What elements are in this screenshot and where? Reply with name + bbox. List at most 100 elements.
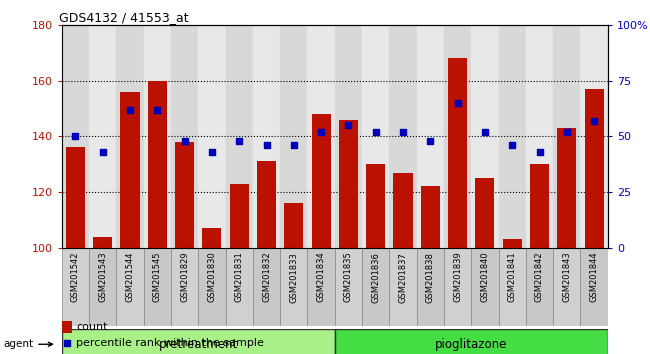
Bar <box>366 164 385 248</box>
Bar <box>557 128 577 248</box>
Point <box>152 107 162 112</box>
Text: GSM201833: GSM201833 <box>289 252 298 303</box>
Text: GSM201839: GSM201839 <box>453 252 462 302</box>
Text: GDS4132 / 41553_at: GDS4132 / 41553_at <box>59 11 188 24</box>
Bar <box>417 25 444 248</box>
Text: GSM201543: GSM201543 <box>98 252 107 302</box>
Text: GSM201835: GSM201835 <box>344 252 353 302</box>
Bar <box>120 92 140 248</box>
Bar <box>417 248 444 326</box>
Bar <box>499 248 526 326</box>
Bar <box>335 25 362 248</box>
Text: GSM201843: GSM201843 <box>562 252 571 302</box>
Bar <box>502 239 522 248</box>
Text: GSM201545: GSM201545 <box>153 252 162 302</box>
Bar <box>421 187 440 248</box>
Bar <box>144 248 171 326</box>
Bar <box>475 178 495 248</box>
Bar <box>526 248 553 326</box>
Text: GSM201829: GSM201829 <box>180 252 189 302</box>
Bar <box>62 25 89 248</box>
Bar <box>444 25 471 248</box>
Bar <box>66 147 85 248</box>
Bar <box>175 142 194 248</box>
Point <box>125 107 135 112</box>
Point <box>398 129 408 135</box>
Point <box>261 142 272 148</box>
Point <box>452 100 463 105</box>
Point <box>370 129 381 135</box>
Text: GSM201842: GSM201842 <box>535 252 544 302</box>
Bar <box>93 236 112 248</box>
Bar <box>280 25 307 248</box>
Text: percentile rank within the sample: percentile rank within the sample <box>77 338 265 348</box>
Bar <box>530 164 549 248</box>
Bar <box>362 248 389 326</box>
Point <box>343 122 354 128</box>
Bar <box>311 114 331 248</box>
Bar <box>253 25 280 248</box>
Bar <box>89 25 116 248</box>
Bar <box>171 25 198 248</box>
Text: GSM201831: GSM201831 <box>235 252 244 302</box>
Bar <box>307 25 335 248</box>
Bar <box>229 184 249 248</box>
Point <box>62 341 72 346</box>
Bar <box>226 25 253 248</box>
Bar <box>280 248 307 326</box>
Bar <box>335 329 608 354</box>
Bar <box>284 203 304 248</box>
Text: GSM201844: GSM201844 <box>590 252 599 302</box>
Point <box>562 129 572 135</box>
Bar <box>253 248 280 326</box>
Bar <box>89 248 116 326</box>
Text: GSM201832: GSM201832 <box>262 252 271 302</box>
Bar <box>62 321 72 333</box>
Point <box>289 142 299 148</box>
Point <box>507 142 517 148</box>
Text: GSM201542: GSM201542 <box>71 252 80 302</box>
Text: GSM201544: GSM201544 <box>125 252 135 302</box>
Text: agent: agent <box>3 339 53 349</box>
Bar <box>389 248 417 326</box>
Point <box>207 149 217 155</box>
Point <box>70 133 81 139</box>
Bar <box>148 80 167 248</box>
Text: pretreatment: pretreatment <box>159 338 238 351</box>
Text: GSM201841: GSM201841 <box>508 252 517 302</box>
Bar <box>171 248 198 326</box>
Bar <box>553 248 580 326</box>
Bar <box>116 248 144 326</box>
Bar <box>62 329 335 354</box>
Bar <box>499 25 526 248</box>
Point <box>534 149 545 155</box>
Bar <box>389 25 417 248</box>
Bar <box>444 248 471 326</box>
Bar <box>448 58 467 248</box>
Point <box>480 129 490 135</box>
Bar <box>584 89 604 248</box>
Text: GSM201838: GSM201838 <box>426 252 435 303</box>
Bar <box>62 248 89 326</box>
Bar <box>307 248 335 326</box>
Bar <box>553 25 580 248</box>
Bar <box>198 25 226 248</box>
Bar <box>116 25 144 248</box>
Bar <box>393 172 413 248</box>
Bar <box>580 248 608 326</box>
Bar <box>198 248 226 326</box>
Bar <box>471 248 499 326</box>
Text: GSM201830: GSM201830 <box>207 252 216 302</box>
Text: GSM201840: GSM201840 <box>480 252 489 302</box>
Point <box>589 118 599 124</box>
Point <box>179 138 190 144</box>
Bar <box>335 248 362 326</box>
Bar <box>144 25 171 248</box>
Point <box>316 129 326 135</box>
Bar <box>526 25 553 248</box>
Text: GSM201837: GSM201837 <box>398 252 408 303</box>
Bar <box>580 25 608 248</box>
Text: pioglitazone: pioglitazone <box>435 338 508 351</box>
Bar <box>471 25 499 248</box>
Point <box>425 138 436 144</box>
